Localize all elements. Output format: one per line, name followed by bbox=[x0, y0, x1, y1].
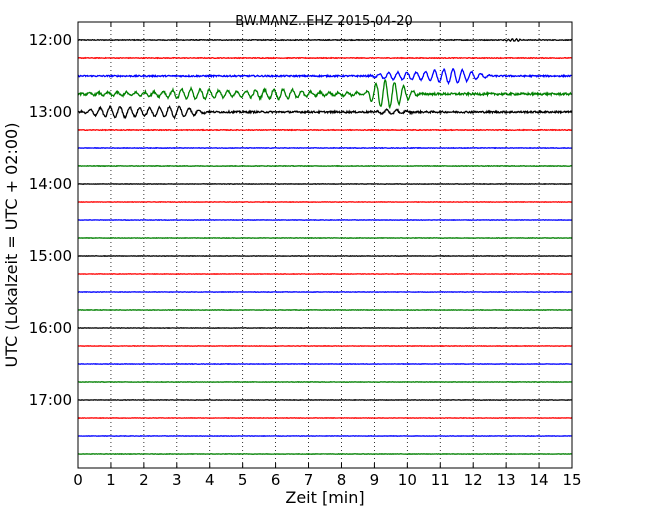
x-tick-label: 0 bbox=[73, 471, 83, 489]
x-tick-label: 14 bbox=[530, 471, 549, 489]
trace-lines bbox=[77, 37, 573, 456]
axis-ticks: 0 1 2 3 4 5 6 7 8 9 10 11 12 13 14 1512:0013:0014:0015:… bbox=[29, 22, 582, 489]
x-tick-label: 10 bbox=[398, 471, 417, 489]
trace-line bbox=[77, 67, 573, 86]
trace-line bbox=[77, 37, 573, 43]
x-tick-label: 13 bbox=[497, 471, 516, 489]
y-tick-label: 14:00 bbox=[29, 175, 72, 193]
y-tick-label: 17:00 bbox=[29, 391, 72, 409]
x-tick-label: 15 bbox=[562, 471, 581, 489]
trace-line bbox=[77, 104, 573, 120]
x-tick-label: 12 bbox=[464, 471, 483, 489]
y-tick-label: 12:00 bbox=[29, 31, 72, 49]
y-tick-label: 16:00 bbox=[29, 319, 72, 337]
x-tick-label: 7 bbox=[304, 471, 314, 489]
x-tick-label: 11 bbox=[431, 471, 450, 489]
x-tick-label: 6 bbox=[271, 471, 281, 489]
y-tick-label: 13:00 bbox=[29, 103, 72, 121]
x-tick-label: 2 bbox=[139, 471, 149, 489]
x-tick-label: 1 bbox=[106, 471, 116, 489]
trace-line bbox=[77, 79, 573, 110]
x-axis-label: Zeit [min] bbox=[285, 488, 364, 507]
y-tick-label: 15:00 bbox=[29, 247, 72, 265]
plot-frame bbox=[77, 21, 573, 469]
y-axis-label: UTC (Lokalzeit = UTC + 02:00) bbox=[2, 123, 21, 368]
trace-line bbox=[77, 56, 573, 60]
trace-line bbox=[77, 128, 573, 132]
x-tick-label: 4 bbox=[205, 471, 215, 489]
trace-line bbox=[77, 146, 573, 150]
x-tick-label: 9 bbox=[370, 471, 380, 489]
x-tick-label: 5 bbox=[238, 471, 248, 489]
trace-line bbox=[77, 164, 573, 168]
x-tick-label: 8 bbox=[337, 471, 347, 489]
x-tick-label: 3 bbox=[172, 471, 182, 489]
